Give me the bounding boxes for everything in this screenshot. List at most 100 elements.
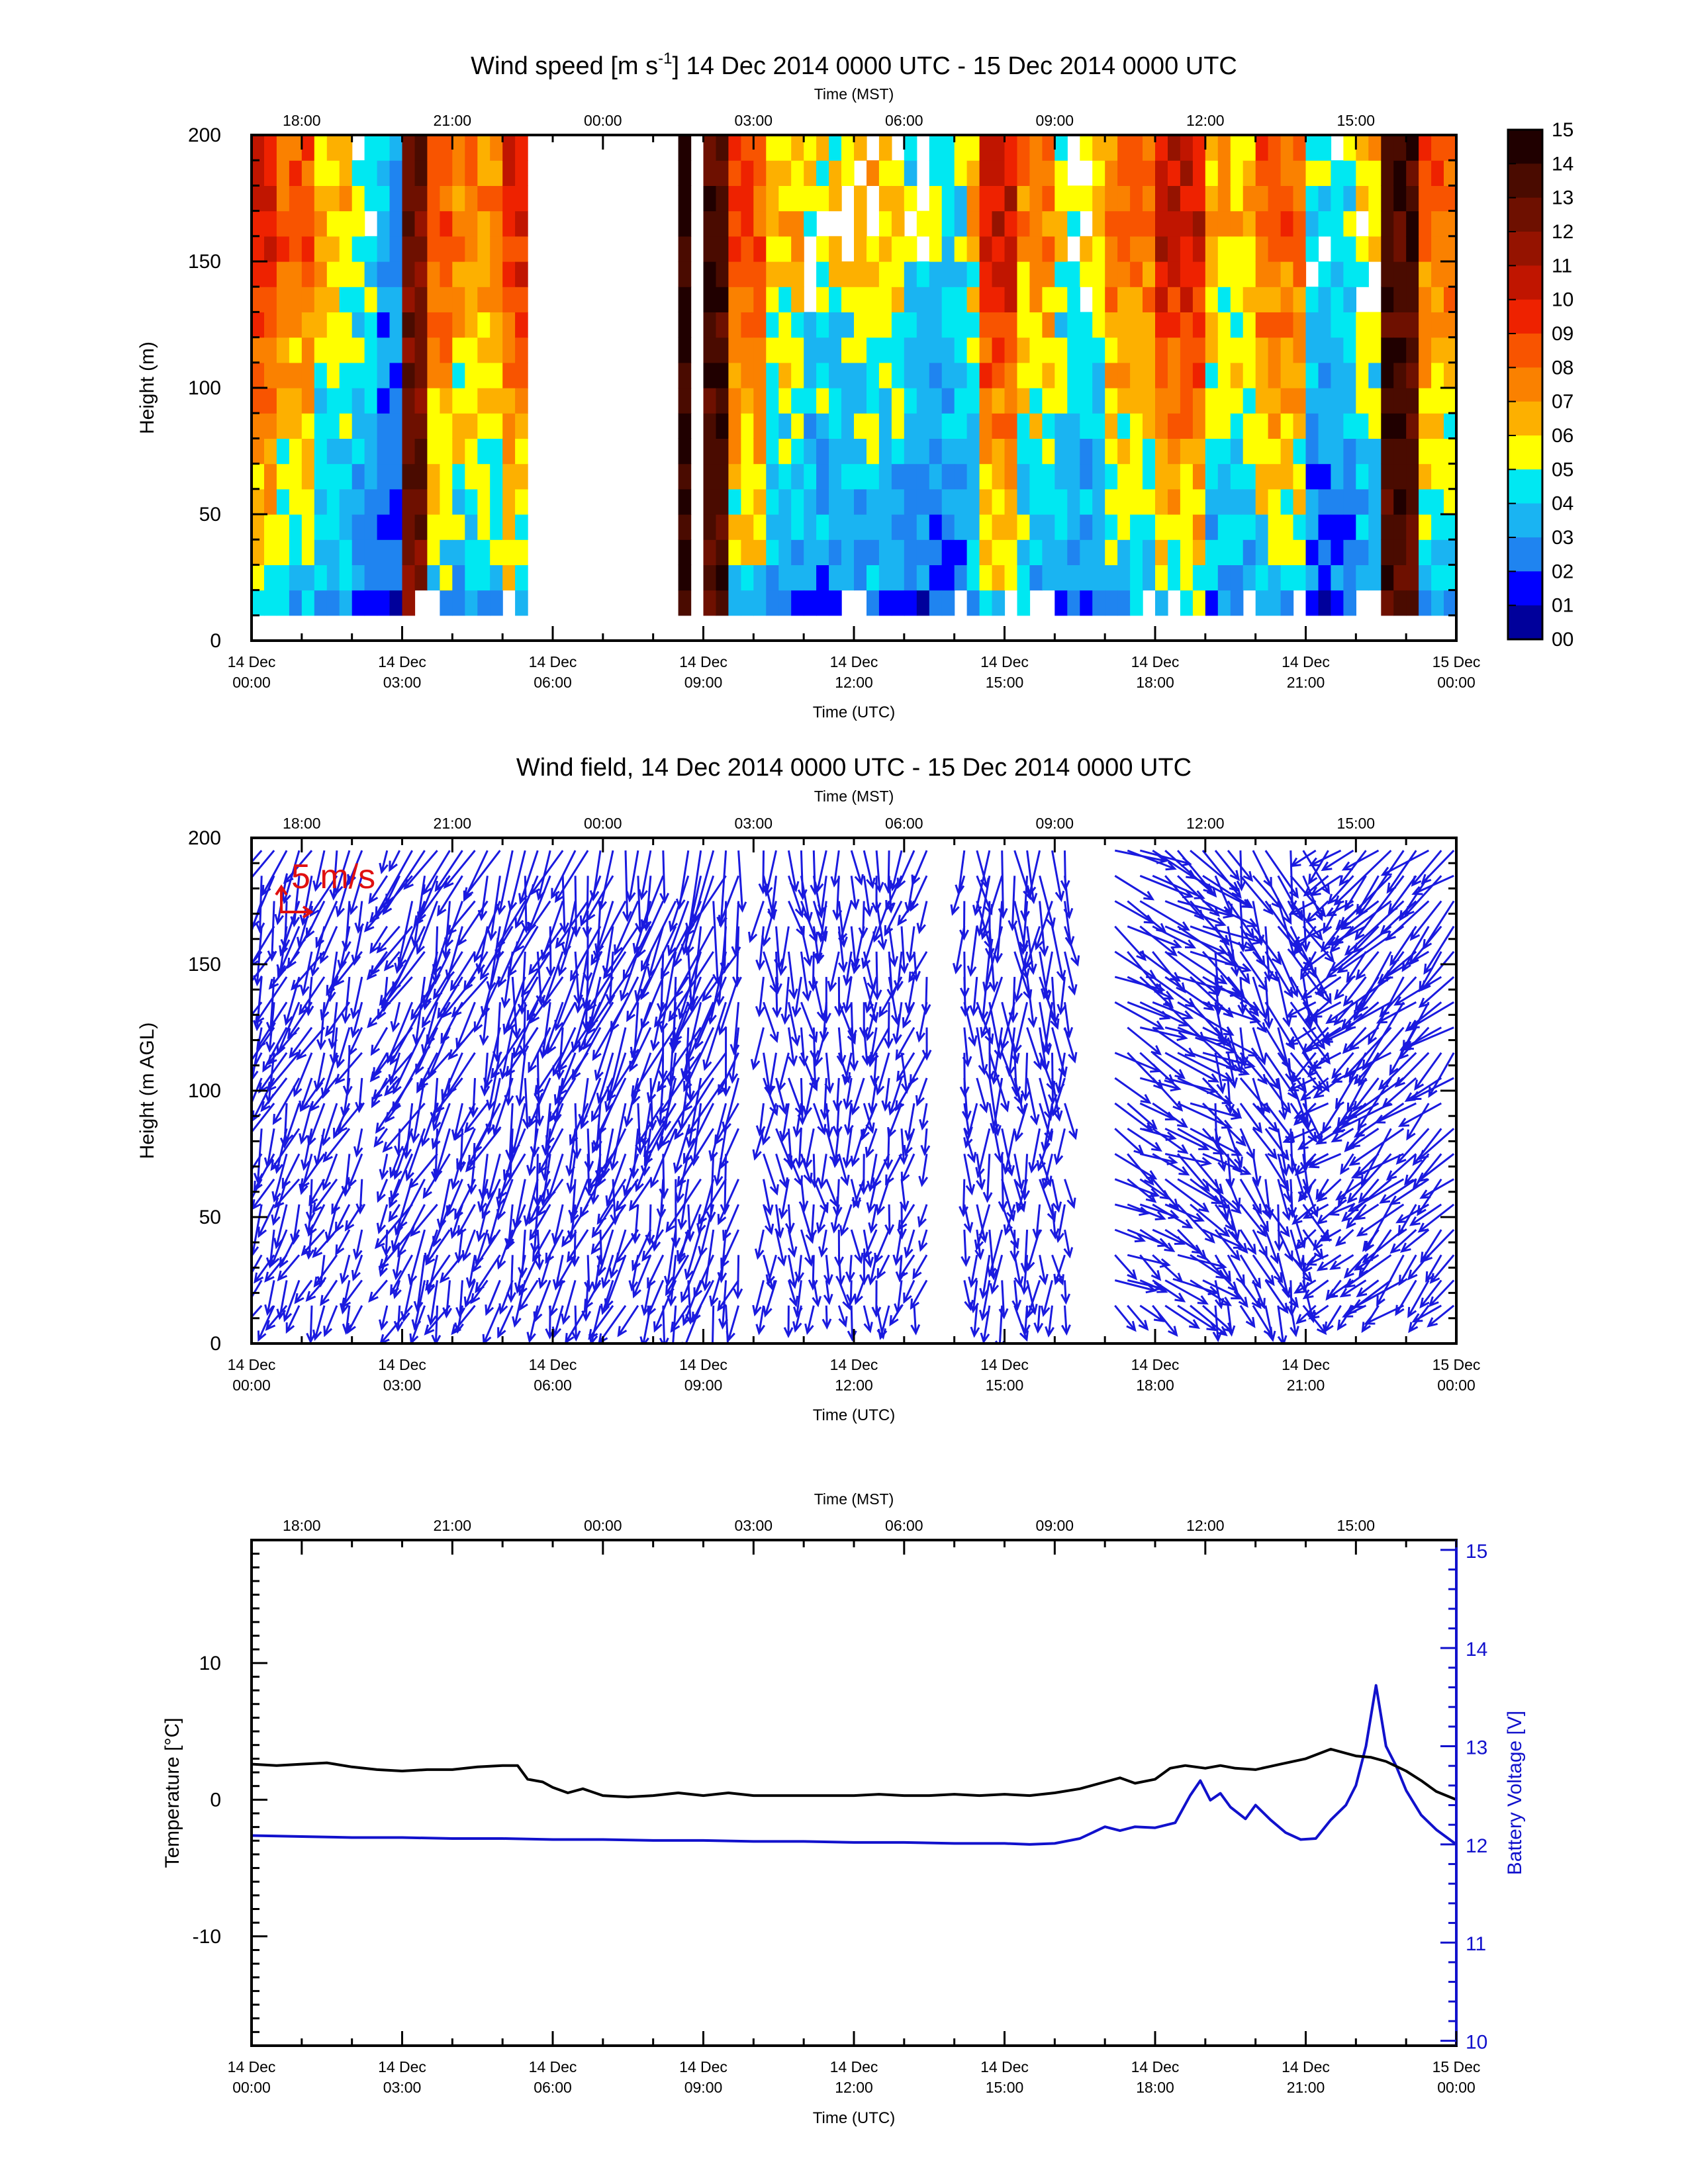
wind-vector-head bbox=[1257, 1054, 1267, 1066]
wind-speed-cell bbox=[364, 488, 378, 515]
wind-vector bbox=[528, 1305, 539, 1342]
wind-vector bbox=[784, 976, 790, 1023]
wind-speed-cell bbox=[1268, 135, 1282, 136]
wind-speed-cell bbox=[929, 362, 943, 388]
wind-vector-head bbox=[1377, 974, 1389, 984]
wind-speed-cell bbox=[1004, 438, 1018, 465]
wind-vector bbox=[1214, 1103, 1218, 1146]
wind-vector bbox=[498, 926, 526, 986]
wind-vector bbox=[671, 1304, 690, 1332]
wind-speed-cell bbox=[1356, 362, 1369, 388]
wind-vector-head bbox=[1320, 883, 1331, 895]
wind-speed-cell bbox=[465, 539, 478, 565]
wind-vector-head bbox=[680, 1068, 690, 1080]
wind-speed-cell bbox=[741, 539, 754, 565]
wind-speed-cell bbox=[301, 185, 315, 212]
wind-speed-cell bbox=[678, 312, 692, 338]
wind-speed-cell bbox=[878, 261, 892, 287]
wind-speed-cell bbox=[1155, 514, 1168, 540]
wind-vector-head bbox=[1182, 1010, 1194, 1020]
wind-vector bbox=[1152, 1228, 1184, 1245]
wind-speed-cell bbox=[992, 463, 1006, 490]
wind-vector-head bbox=[534, 1259, 544, 1271]
wind-vector-head bbox=[776, 1081, 786, 1093]
wind-speed-cell bbox=[916, 463, 930, 490]
wind-vector bbox=[1376, 1254, 1405, 1306]
wind-speed-cell bbox=[1268, 413, 1282, 439]
wind-vector-head bbox=[842, 1157, 853, 1169]
wind-speed-cell bbox=[339, 135, 353, 161]
wind-speed-cell bbox=[716, 539, 729, 565]
wind-speed-cell bbox=[1042, 565, 1055, 591]
wind-speed-cell bbox=[929, 135, 943, 136]
wind-vector-head bbox=[1213, 1183, 1224, 1195]
wind-speed-cell bbox=[678, 488, 692, 515]
wind-speed-cell bbox=[1080, 413, 1093, 439]
wind-speed-cell bbox=[841, 539, 855, 565]
wind-vector-head bbox=[814, 1055, 823, 1067]
wind-speed-cell bbox=[954, 135, 968, 161]
wind-vector bbox=[1114, 925, 1146, 960]
wind-vector-head bbox=[1052, 1201, 1062, 1213]
wind-vector-head bbox=[1406, 1129, 1416, 1141]
wind-speed-cell bbox=[778, 337, 792, 363]
wind-vector bbox=[252, 850, 263, 864]
wind-vector bbox=[1239, 1103, 1262, 1132]
wind-vector bbox=[1413, 1128, 1442, 1165]
wind-vector bbox=[608, 1027, 627, 1096]
wind-vector-head bbox=[1051, 1105, 1060, 1117]
wind-speed-cell bbox=[979, 287, 993, 312]
wind-vector bbox=[528, 1179, 551, 1223]
wind-vector-head bbox=[1300, 941, 1311, 953]
wind-vector bbox=[383, 850, 426, 914]
wind-vector-head bbox=[718, 1024, 727, 1036]
wind-speed-cell bbox=[339, 413, 353, 439]
wind-vector bbox=[800, 850, 804, 898]
wind-vector-head bbox=[351, 1269, 361, 1282]
wind-vector-head bbox=[755, 1005, 765, 1018]
reference-vector-head-up bbox=[275, 884, 288, 896]
wind-vector bbox=[1317, 976, 1342, 995]
wind-speed-cell bbox=[1293, 312, 1307, 338]
wind-vector-head bbox=[1334, 989, 1344, 1001]
wind-speed-cell bbox=[502, 287, 516, 312]
wind-vector-head bbox=[821, 1318, 832, 1330]
wind-vector bbox=[905, 1229, 915, 1257]
wind-vector-head bbox=[581, 1310, 592, 1322]
wind-speed-cell bbox=[1067, 413, 1080, 439]
wind-speed-cell bbox=[364, 514, 378, 540]
wind-speed-cell bbox=[1092, 362, 1105, 388]
wind-vector-head bbox=[1328, 1206, 1340, 1216]
wind-vector-head bbox=[591, 1142, 601, 1154]
wind-vector-head bbox=[586, 1024, 596, 1036]
wind-vector bbox=[885, 1153, 903, 1185]
wind-speed-cell bbox=[1393, 236, 1407, 262]
wind-vector bbox=[1380, 976, 1417, 1017]
wind-vector-head bbox=[865, 1146, 874, 1159]
wind-vector-head bbox=[1350, 1169, 1363, 1179]
wind-speed-cell bbox=[778, 312, 792, 338]
wind-vector-head bbox=[1421, 1251, 1433, 1263]
wind-speed-cell bbox=[252, 135, 265, 136]
wind-vector bbox=[279, 1229, 301, 1267]
wind-speed-cell bbox=[427, 438, 440, 465]
wind-speed-cell bbox=[992, 261, 1006, 287]
wind-vector-head bbox=[512, 1316, 522, 1328]
wind-vector-head bbox=[410, 1009, 420, 1021]
wind-vector-head bbox=[377, 1009, 387, 1021]
wind-vector bbox=[1355, 875, 1405, 940]
wind-speed-cell bbox=[979, 185, 993, 212]
wind-vector-head bbox=[331, 1203, 341, 1215]
wind-vector bbox=[1355, 1254, 1380, 1271]
wind-vector bbox=[1127, 1178, 1156, 1203]
wind-speed-cell bbox=[465, 463, 478, 490]
wind-vector bbox=[555, 976, 577, 1030]
wind-speed-cell bbox=[1431, 590, 1444, 616]
wind-vector bbox=[787, 1255, 796, 1287]
wind-vector-head bbox=[353, 1146, 363, 1158]
wind-vector-head bbox=[436, 1218, 447, 1230]
wind-vector-head bbox=[263, 1157, 274, 1169]
wind-vector bbox=[1252, 1103, 1278, 1132]
wind-speed-cell bbox=[252, 287, 265, 312]
wind-speed-cell bbox=[252, 438, 265, 465]
